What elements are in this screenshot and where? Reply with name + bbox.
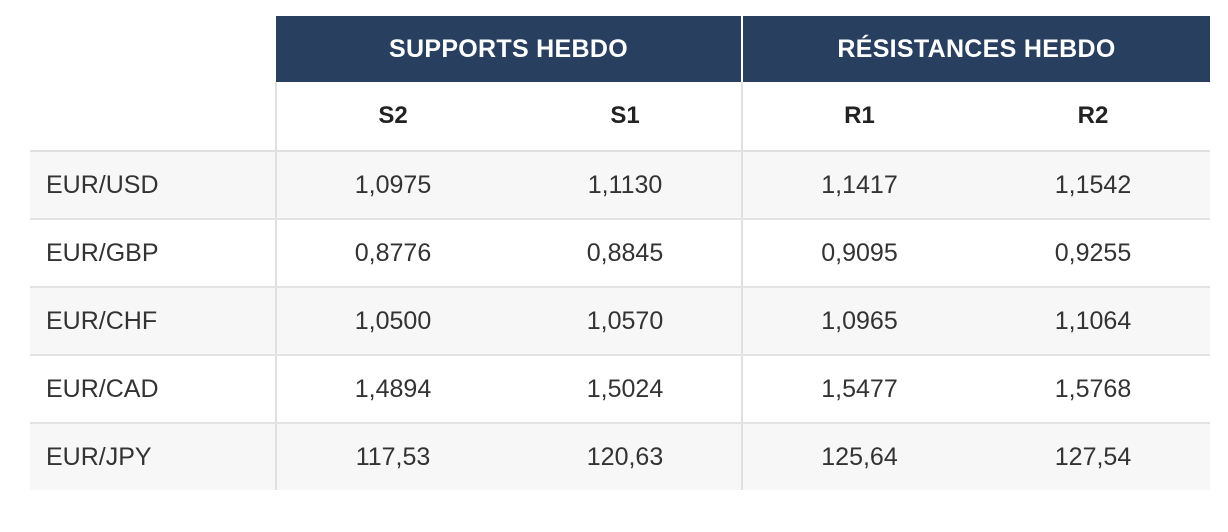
pivot-table-container: SUPPORTS HEBDO RÉSISTANCES HEBDO S2 S1 R… — [30, 16, 1210, 490]
value-r2: 127,54 — [976, 423, 1210, 490]
value-r1: 1,5477 — [741, 355, 976, 424]
value-r1: 0,9095 — [741, 219, 976, 288]
value-s1: 120,63 — [509, 423, 742, 490]
currency-pair: EUR/CAD — [30, 355, 277, 424]
value-r1: 125,64 — [741, 423, 976, 490]
column-header-s1: S1 — [509, 82, 742, 152]
value-s1: 1,0570 — [509, 287, 742, 356]
currency-pair: EUR/USD — [30, 151, 277, 220]
currency-pair: EUR/GBP — [30, 219, 277, 288]
column-header-s2: S2 — [275, 82, 509, 152]
value-s2: 0,8776 — [276, 219, 509, 288]
value-r2: 1,1542 — [976, 151, 1210, 220]
value-s2: 1,0975 — [276, 151, 509, 220]
column-header-r2: R2 — [976, 82, 1210, 152]
table-row: EUR/CHF 1,0500 1,0570 1,0965 1,1064 — [30, 287, 1210, 356]
table-row: EUR/USD 1,0975 1,1130 1,1417 1,1542 — [30, 151, 1210, 220]
column-header-row: S2 S1 R1 R2 — [30, 82, 1210, 152]
value-s2: 1,0500 — [276, 287, 509, 356]
table-row: EUR/GBP 0,8776 0,8845 0,9095 0,9255 — [30, 219, 1210, 288]
value-s2: 117,53 — [276, 423, 509, 490]
value-r2: 1,5768 — [976, 355, 1210, 424]
value-r1: 1,1417 — [741, 151, 976, 220]
table-row: EUR/CAD 1,4894 1,5024 1,5477 1,5768 — [30, 355, 1210, 424]
value-s2: 1,4894 — [276, 355, 509, 424]
currency-pair: EUR/CHF — [30, 287, 277, 356]
value-s1: 1,5024 — [509, 355, 742, 424]
corner-cell — [30, 16, 276, 82]
value-r2: 1,1064 — [976, 287, 1210, 356]
supports-group-header: SUPPORTS HEBDO — [276, 16, 743, 82]
value-s1: 1,1130 — [509, 151, 742, 220]
value-r1: 1,0965 — [741, 287, 976, 356]
weekly-supports-resistances-table: SUPPORTS HEBDO RÉSISTANCES HEBDO S2 S1 R… — [30, 16, 1210, 490]
currency-pair: EUR/JPY — [30, 423, 277, 490]
group-header-row: SUPPORTS HEBDO RÉSISTANCES HEBDO — [30, 16, 1210, 82]
pair-column-header — [30, 82, 276, 152]
resistances-group-header: RÉSISTANCES HEBDO — [742, 16, 1210, 82]
value-s1: 0,8845 — [509, 219, 742, 288]
column-header-r1: R1 — [741, 82, 976, 152]
table-row: EUR/JPY 117,53 120,63 125,64 127,54 — [30, 423, 1210, 490]
value-r2: 0,9255 — [976, 219, 1210, 288]
